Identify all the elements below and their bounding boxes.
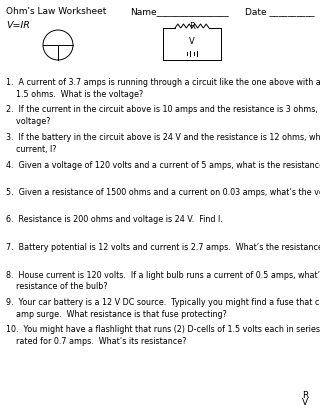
Text: 1.  A current of 3.7 amps is running through a circuit like the one above with a: 1. A current of 3.7 amps is running thro… [6, 78, 320, 99]
Text: 10.  You might have a flashlight that runs (2) D-cells of 1.5 volts each in seri: 10. You might have a flashlight that run… [6, 325, 320, 345]
Text: 3.  If the battery in the circuit above is 24 V and the resistance is 12 ohms, w: 3. If the battery in the circuit above i… [6, 133, 320, 153]
Text: R: R [302, 390, 308, 399]
Text: 9.  Your car battery is a 12 V DC source.  Typically you might find a fuse that : 9. Your car battery is a 12 V DC source.… [6, 297, 320, 318]
Text: 7.  Battery potential is 12 volts and current is 2.7 amps.  What’s the resistanc: 7. Battery potential is 12 volts and cur… [6, 242, 320, 252]
Text: Ohm's Law Worksheet: Ohm's Law Worksheet [6, 7, 106, 16]
Text: Date __________: Date __________ [245, 7, 315, 16]
Text: 8.  House current is 120 volts.  If a light bulb runs a current of 0.5 amps, wha: 8. House current is 120 volts. If a ligh… [6, 270, 320, 291]
Text: V=IR: V=IR [6, 21, 30, 30]
Text: R: R [189, 22, 195, 31]
Text: V: V [302, 397, 308, 406]
Text: 6.  Resistance is 200 ohms and voltage is 24 V.  Find I.: 6. Resistance is 200 ohms and voltage is… [6, 215, 223, 224]
Text: 2.  If the current in the circuit above is 10 amps and the resistance is 3 ohms,: 2. If the current in the circuit above i… [6, 105, 320, 126]
Text: Name________________: Name________________ [130, 7, 228, 16]
Text: V: V [189, 38, 195, 46]
Text: 4.  Given a voltage of 120 volts and a current of 5 amps, what is the resistance: 4. Given a voltage of 120 volts and a cu… [6, 160, 320, 169]
Text: 5.  Given a resistance of 1500 ohms and a current on 0.03 amps, what’s the volta: 5. Given a resistance of 1500 ohms and a… [6, 188, 320, 197]
